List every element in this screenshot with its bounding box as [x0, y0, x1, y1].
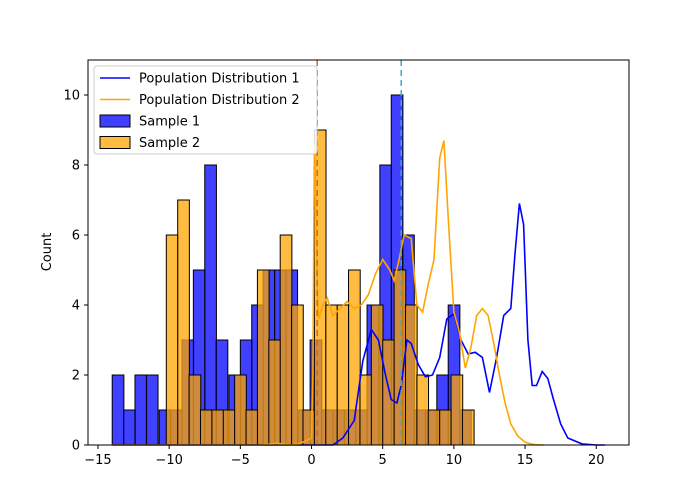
sample2-bar — [313, 129, 327, 446]
y-tick-label: 6 — [72, 229, 80, 244]
legend-patch-swatch — [99, 136, 131, 149]
sample2-bar — [256, 269, 270, 446]
sample2-bar — [404, 304, 418, 446]
legend-label: Population Distribution 2 — [139, 93, 300, 108]
y-axis-label: Count — [40, 233, 55, 272]
sample2-bar — [222, 409, 236, 446]
legend-box — [93, 65, 318, 155]
population-1-curve — [112, 203, 605, 446]
x-tick-label: 10 — [446, 453, 463, 468]
legend-label: Sample 2 — [139, 136, 200, 151]
y-tick-label: 4 — [72, 299, 80, 314]
sample2-bar — [382, 339, 395, 446]
sample2-bar — [416, 374, 430, 446]
sample2-bar — [279, 234, 293, 446]
sample2-bar — [427, 409, 441, 446]
sample2-bar — [461, 409, 475, 446]
x-tick-label: 5 — [379, 453, 387, 468]
sample2-bar — [165, 234, 179, 446]
y-tick-label: 2 — [72, 369, 80, 384]
sample2-bar — [370, 304, 384, 446]
y-tick-label: 0 — [72, 439, 80, 454]
legend: Population Distribution 1 Population Dist… — [93, 65, 318, 155]
x-tick-label: −5 — [231, 453, 250, 468]
legend-label: Population Distribution 1 — [139, 72, 300, 87]
sample2-bar — [268, 339, 281, 446]
sample1-bar — [111, 374, 125, 446]
x-tick-label: −10 — [155, 453, 182, 468]
population-2-curve — [112, 140, 544, 446]
lines-layer — [112, 60, 605, 446]
x-tick-label: −15 — [84, 453, 111, 468]
sample2-bar — [439, 409, 452, 446]
sample1-bar — [204, 164, 217, 446]
sample1-bar — [134, 374, 148, 446]
sample2-bar — [211, 409, 225, 446]
sample2-bar — [245, 409, 259, 446]
sample2-bar — [188, 374, 202, 446]
x-tick-label: 0 — [307, 453, 315, 468]
x-tick-label: 15 — [517, 453, 534, 468]
sample2-bar — [359, 374, 373, 446]
sample2-bar — [336, 304, 350, 446]
sample2-bar — [234, 374, 247, 446]
sample2-bar — [325, 304, 338, 446]
y-tick-label: 8 — [72, 159, 80, 174]
plot-frame — [87, 59, 630, 446]
legend-label: Sample 1 — [139, 115, 200, 130]
sample1-bar — [123, 409, 136, 446]
ticks-layer: −15 −10 −5 0 5 10 15 20 0 2 4 6 8 10 — [63, 89, 604, 469]
sample2-bar — [199, 409, 213, 446]
sample2-bar — [291, 304, 304, 446]
legend-patch-swatch — [99, 114, 131, 128]
x-tick-label: 20 — [588, 453, 605, 468]
sample2-bar — [450, 374, 464, 446]
sample1-bar — [145, 374, 159, 446]
sample2-bar — [177, 199, 190, 446]
y-tick-label: 10 — [63, 89, 80, 104]
